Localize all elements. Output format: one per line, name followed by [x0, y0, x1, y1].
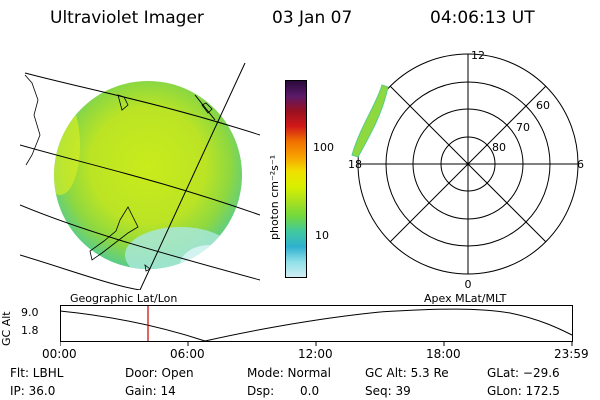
- info-filter: Flt: LBHL: [10, 366, 64, 380]
- orbit-xtick-2359: 23:59: [554, 347, 589, 361]
- info-dsp-label: Dsp:: [247, 384, 275, 398]
- orbit-xtick-0600: 06:00: [170, 347, 205, 361]
- coastline: [24, 74, 213, 272]
- lat-lon-grid: [20, 62, 260, 290]
- instrument-title: Ultraviolet Imager: [50, 8, 204, 28]
- orbit-ytick-low: 1.8: [21, 324, 39, 337]
- orbit-ylabel: GC Alt: [0, 311, 13, 346]
- orbit-plot: [60, 305, 573, 346]
- earth-disk: [54, 81, 242, 269]
- time-label: 04:06:13 UT: [430, 8, 535, 28]
- colorbar-tick-10: 10: [315, 229, 329, 242]
- polar-label-6: 6: [577, 158, 584, 171]
- polar-label-12: 12: [471, 49, 485, 62]
- info-mode: Mode: Normal: [247, 366, 331, 380]
- polar-label-70: 70: [516, 121, 530, 134]
- colorbar: [285, 80, 307, 278]
- geographic-image-panel: [20, 62, 260, 290]
- polar-label-0: 0: [465, 278, 472, 290]
- colorbar-tick-100: 100: [313, 141, 334, 154]
- polar-label-60: 60: [536, 99, 550, 112]
- auroral-patch: [351, 84, 389, 158]
- info-gain: Gain: 14: [125, 384, 176, 398]
- info-door: Door: Open: [125, 366, 194, 380]
- info-ip: IP: 36.0: [10, 384, 56, 398]
- orbit-title-left: Geographic Lat/Lon: [70, 292, 178, 305]
- orbit-xtick-1800: 18:00: [426, 347, 461, 361]
- info-glon: GLon: 172.5: [487, 384, 560, 398]
- date-label: 03 Jan 07: [272, 8, 353, 28]
- orbit-ytick-high: 9.0: [21, 306, 39, 319]
- orbit-xtick-1200: 12:00: [298, 347, 333, 361]
- info-seq: Seq: 39: [365, 384, 411, 398]
- orbit-title-right: Apex MLat/MLT: [424, 292, 507, 305]
- colorbar-label: photon cm⁻²s⁻¹: [268, 154, 281, 240]
- info-glat: GLat: −29.6: [487, 366, 560, 380]
- polar-label-80: 80: [492, 141, 506, 154]
- info-gc-alt: GC Alt: 5.3 Re: [365, 366, 449, 380]
- orbit-xtick-0000: 00:00: [42, 347, 77, 361]
- polar-plot: 12 0 18 6 60 70 80: [348, 49, 584, 290]
- polar-label-18: 18: [348, 158, 362, 171]
- info-dsp-value: 0.0: [300, 384, 320, 398]
- orbit-altitude-curve: [60, 308, 573, 342]
